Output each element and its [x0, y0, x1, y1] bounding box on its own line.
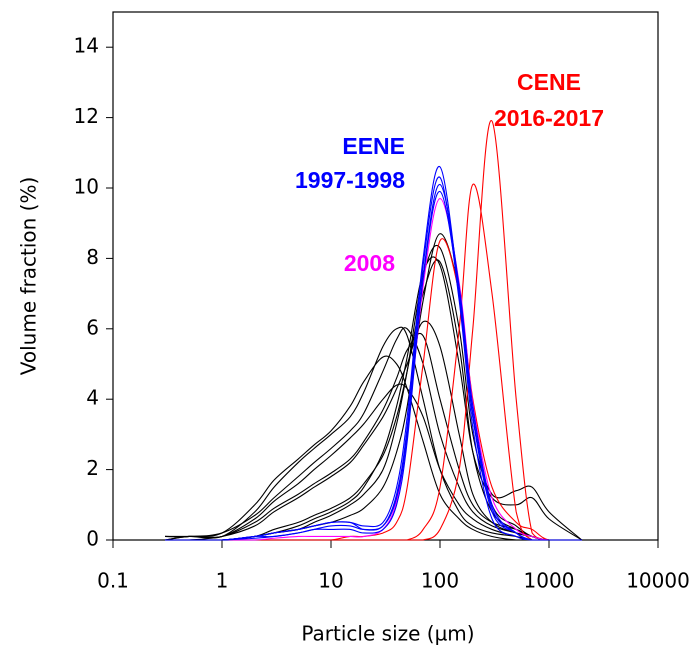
- series-line: [165, 320, 582, 541]
- x-tick-label: 1: [216, 569, 229, 593]
- series-line: [165, 190, 582, 541]
- series-line: [164, 333, 582, 541]
- x-tick-label: 10000: [626, 569, 690, 593]
- series-line: [164, 383, 582, 541]
- series-line: [165, 183, 582, 541]
- y-tick-label: 10: [74, 175, 99, 199]
- y-tick-label: 14: [74, 34, 99, 58]
- series-line: [165, 183, 582, 541]
- series-line: [165, 259, 582, 541]
- series-line: [165, 238, 582, 541]
- y-tick-label: 12: [74, 104, 99, 128]
- y-tick-label: 8: [86, 245, 99, 269]
- x-tick-label: 10: [318, 569, 343, 593]
- series-line: [165, 327, 582, 541]
- y-tick-label: 2: [86, 456, 99, 480]
- x-tick-label: 100: [421, 569, 459, 593]
- series-line: [165, 326, 582, 541]
- series-line: [165, 176, 582, 541]
- x-axis-label: Particle size (µm): [301, 622, 474, 646]
- annotation: 1997-1998: [295, 167, 405, 193]
- series-line: [165, 355, 582, 541]
- annotation: CENE: [517, 69, 581, 95]
- annotation: 2016-2017: [494, 105, 604, 131]
- series-line: [165, 233, 582, 541]
- series-line: [165, 120, 582, 541]
- series-line: [165, 256, 583, 541]
- annotation: 2008: [344, 250, 395, 276]
- y-tick-label: 0: [86, 527, 99, 551]
- series-line: [165, 198, 582, 541]
- x-tick-label: 0.1: [97, 569, 129, 593]
- y-tick-label: 4: [86, 386, 99, 410]
- x-tick-label: 1000: [524, 569, 575, 593]
- y-tick-label: 6: [86, 315, 99, 339]
- y-axis-label: Volume fraction (%): [17, 177, 41, 376]
- annotation: EENE: [342, 133, 405, 159]
